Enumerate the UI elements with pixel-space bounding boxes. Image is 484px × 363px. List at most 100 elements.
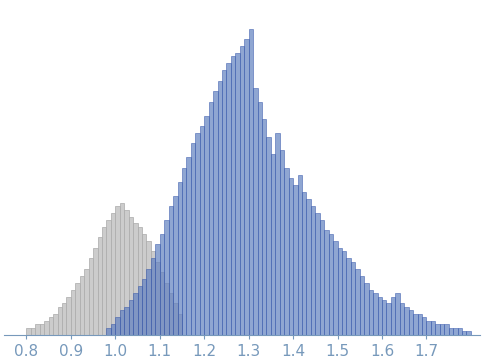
Bar (395, 293, 400, 335)
Bar (320, 220, 324, 335)
Bar (231, 57, 235, 335)
Bar (27, 328, 31, 335)
Bar (84, 269, 89, 335)
Bar (155, 244, 160, 335)
Bar (106, 220, 111, 335)
Bar (178, 182, 182, 335)
Bar (196, 133, 200, 335)
Bar (142, 234, 147, 335)
Bar (271, 154, 275, 335)
Bar (467, 331, 471, 335)
Bar (382, 300, 387, 335)
Bar (360, 276, 364, 335)
Bar (267, 136, 271, 335)
Bar (115, 206, 120, 335)
Bar (124, 209, 129, 335)
Bar (89, 258, 93, 335)
Bar (422, 317, 426, 335)
Bar (71, 290, 76, 335)
Bar (444, 325, 449, 335)
Bar (347, 258, 351, 335)
Bar (53, 314, 58, 335)
Bar (280, 150, 284, 335)
Bar (120, 310, 124, 335)
Bar (426, 321, 431, 335)
Bar (97, 237, 102, 335)
Bar (337, 248, 342, 335)
Bar (209, 102, 213, 335)
Bar (431, 321, 436, 335)
Bar (62, 303, 66, 335)
Bar (364, 283, 369, 335)
Bar (311, 206, 316, 335)
Bar (457, 328, 462, 335)
Bar (111, 325, 115, 335)
Bar (378, 297, 382, 335)
Bar (302, 192, 306, 335)
Bar (173, 196, 178, 335)
Bar (217, 81, 222, 335)
Bar (129, 216, 133, 335)
Bar (240, 46, 244, 335)
Bar (262, 119, 267, 335)
Bar (257, 102, 262, 335)
Bar (249, 29, 253, 335)
Bar (373, 293, 378, 335)
Bar (173, 303, 178, 335)
Bar (235, 53, 240, 335)
Bar (31, 328, 35, 335)
Bar (418, 314, 422, 335)
Bar (106, 328, 111, 335)
Bar (404, 307, 408, 335)
Bar (400, 303, 404, 335)
Bar (111, 213, 115, 335)
Bar (413, 314, 418, 335)
Bar (253, 88, 257, 335)
Bar (324, 231, 329, 335)
Bar (164, 283, 168, 335)
Bar (129, 300, 133, 335)
Bar (200, 126, 204, 335)
Bar (182, 168, 186, 335)
Bar (147, 269, 151, 335)
Bar (151, 251, 155, 335)
Bar (462, 331, 467, 335)
Bar (186, 158, 191, 335)
Bar (306, 199, 311, 335)
Bar (178, 314, 182, 335)
Bar (48, 317, 53, 335)
Bar (133, 293, 137, 335)
Bar (453, 328, 457, 335)
Bar (142, 279, 147, 335)
Bar (222, 70, 227, 335)
Bar (115, 317, 120, 335)
Bar (168, 293, 173, 335)
Bar (164, 220, 168, 335)
Bar (66, 297, 71, 335)
Bar (408, 310, 413, 335)
Bar (191, 143, 196, 335)
Bar (391, 297, 395, 335)
Bar (288, 178, 293, 335)
Bar (102, 227, 106, 335)
Bar (275, 133, 280, 335)
Bar (124, 307, 129, 335)
Bar (147, 241, 151, 335)
Bar (93, 248, 97, 335)
Bar (369, 290, 373, 335)
Bar (160, 234, 164, 335)
Bar (298, 175, 302, 335)
Bar (440, 325, 444, 335)
Bar (151, 258, 155, 335)
Bar (168, 206, 173, 335)
Bar (449, 328, 453, 335)
Bar (355, 269, 360, 335)
Bar (133, 224, 137, 335)
Bar (204, 116, 209, 335)
Bar (40, 325, 44, 335)
Bar (316, 213, 320, 335)
Bar (76, 283, 80, 335)
Bar (213, 91, 217, 335)
Bar (155, 262, 160, 335)
Bar (120, 203, 124, 335)
